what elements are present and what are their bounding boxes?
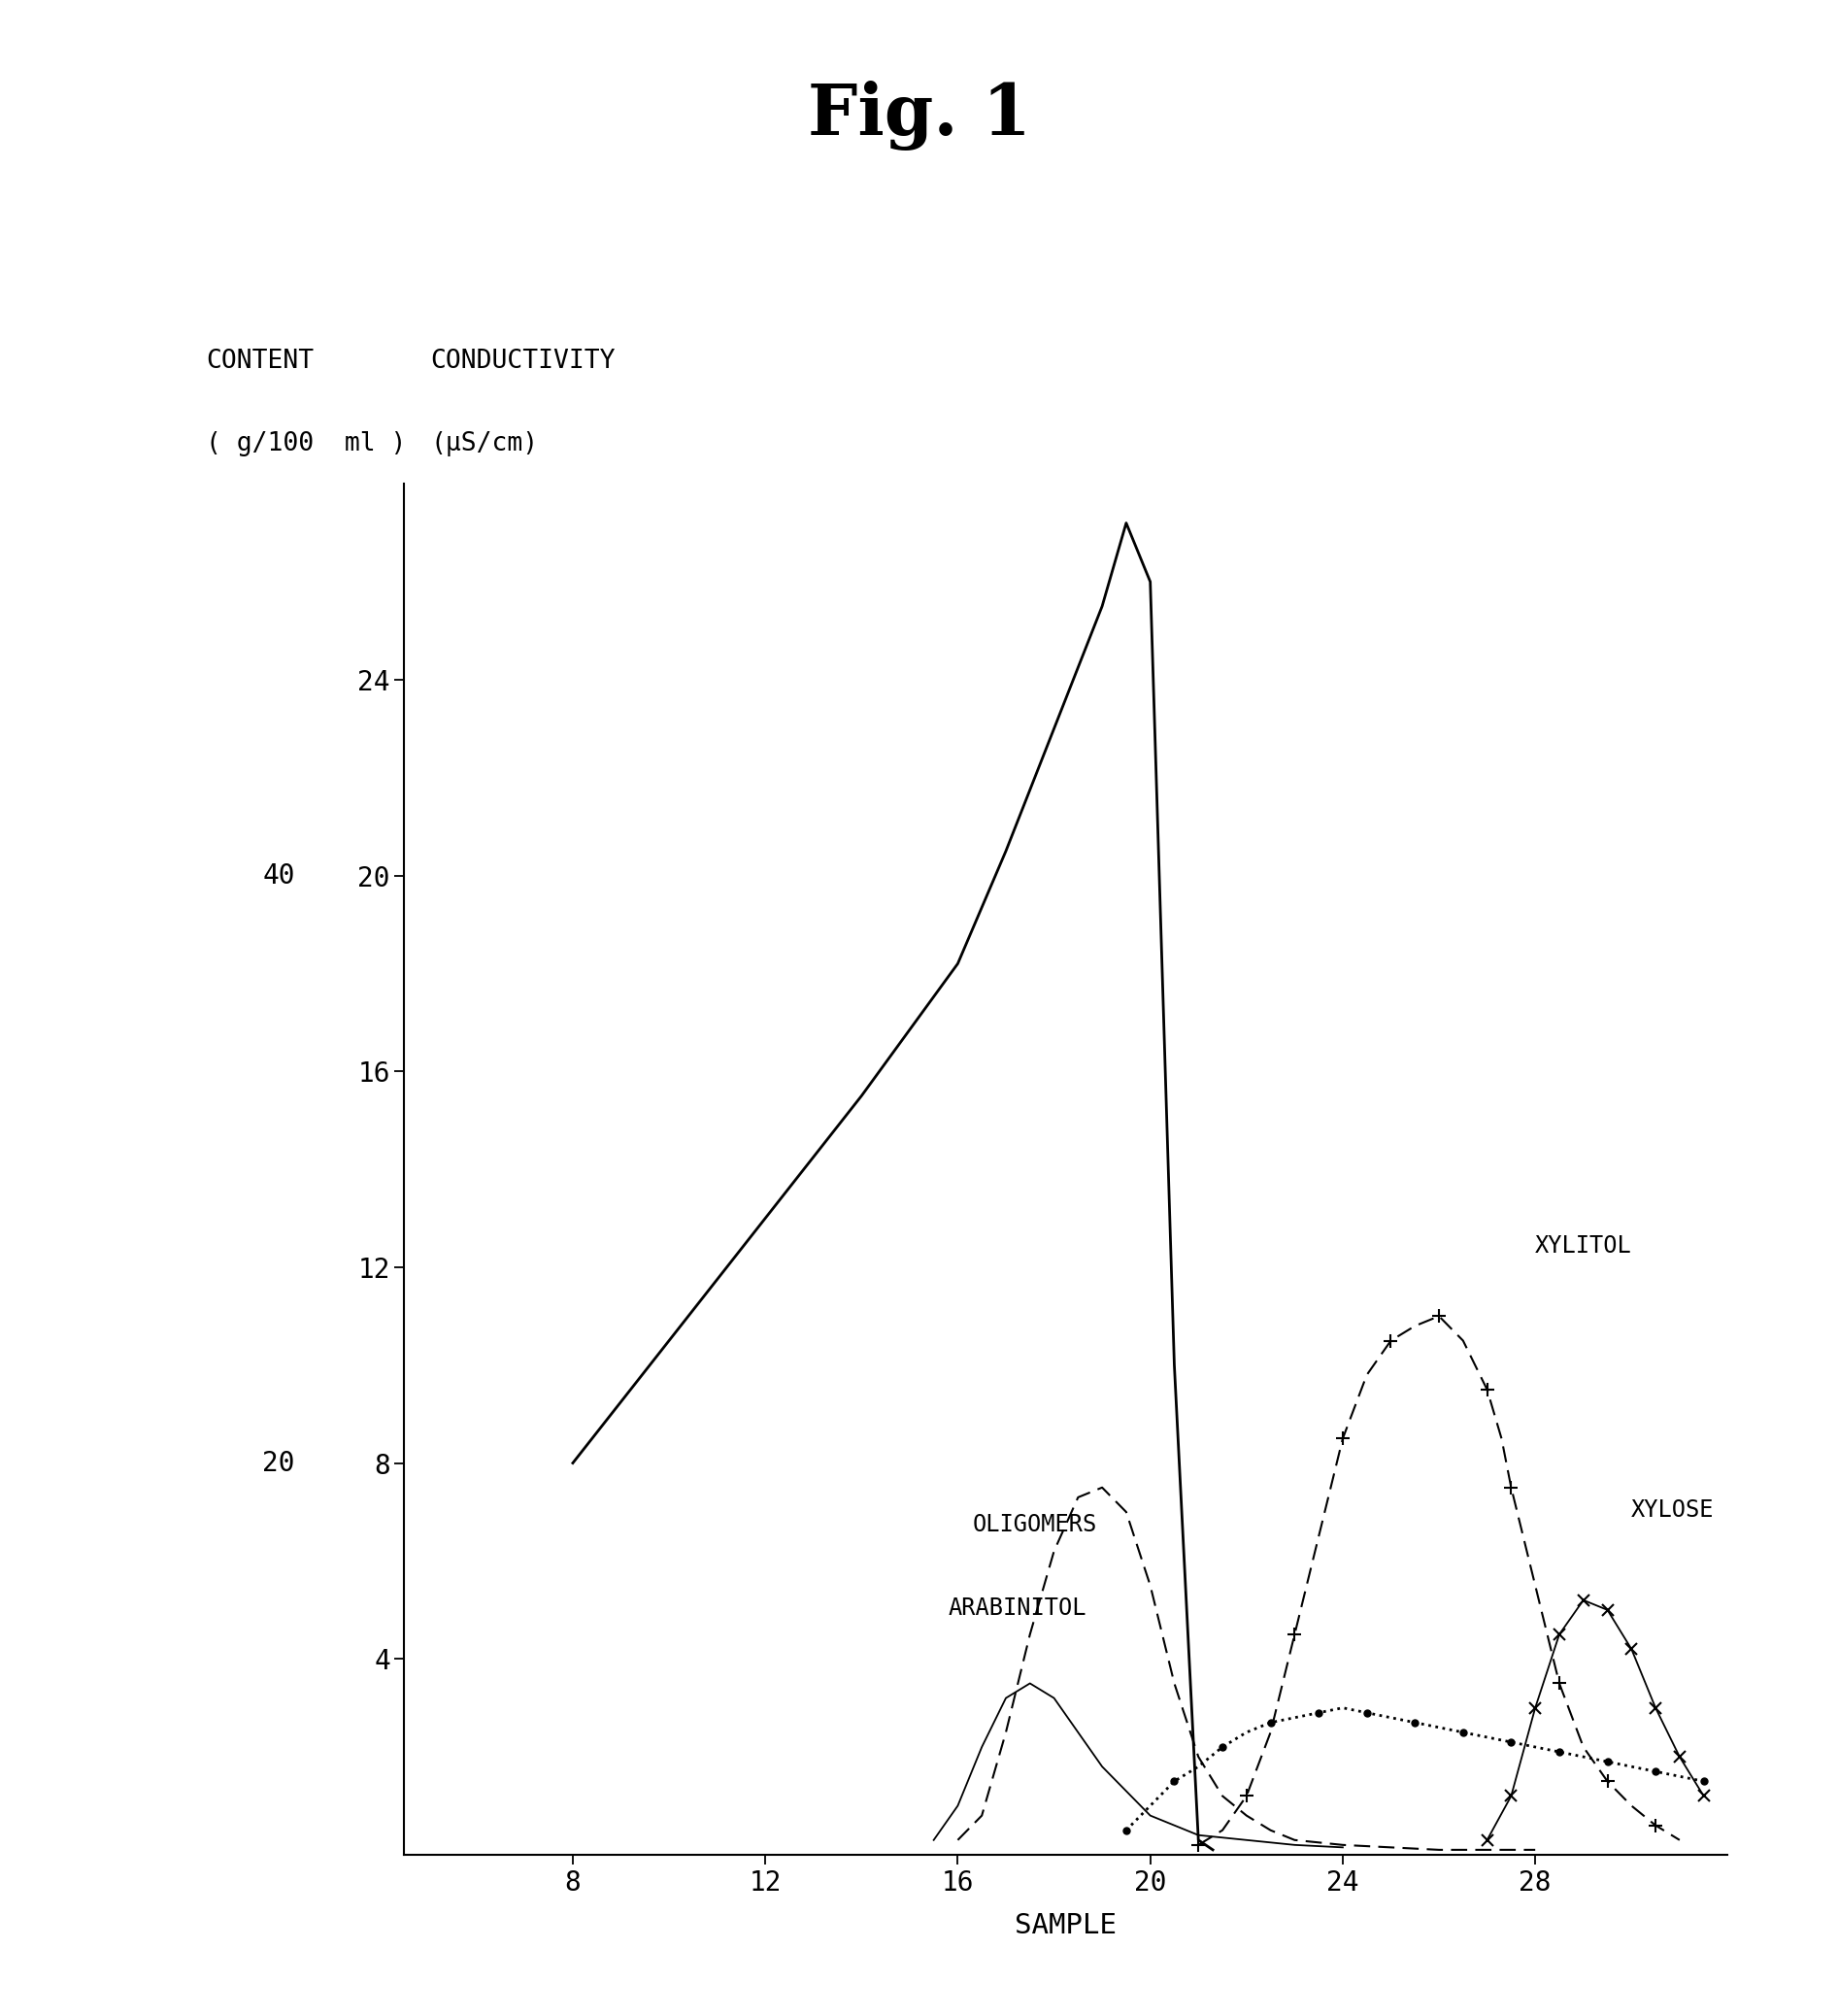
Text: CONTENT: CONTENT bbox=[206, 349, 314, 375]
X-axis label: SAMPLE: SAMPLE bbox=[1015, 1913, 1118, 1939]
Text: XYLITOL: XYLITOL bbox=[1535, 1234, 1632, 1258]
Text: Fig. 1: Fig. 1 bbox=[807, 81, 1031, 151]
Text: 20: 20 bbox=[263, 1450, 294, 1476]
Text: (μS/cm): (μS/cm) bbox=[430, 431, 539, 456]
Text: 40: 40 bbox=[263, 863, 294, 889]
Text: OLIGOMERS: OLIGOMERS bbox=[972, 1514, 1097, 1536]
Text: ( g/100  ml ): ( g/100 ml ) bbox=[206, 431, 406, 456]
Text: CONDUCTIVITY: CONDUCTIVITY bbox=[430, 349, 616, 375]
Text: XYLOSE: XYLOSE bbox=[1632, 1498, 1715, 1522]
Text: ARABINITOL: ARABINITOL bbox=[948, 1597, 1086, 1619]
